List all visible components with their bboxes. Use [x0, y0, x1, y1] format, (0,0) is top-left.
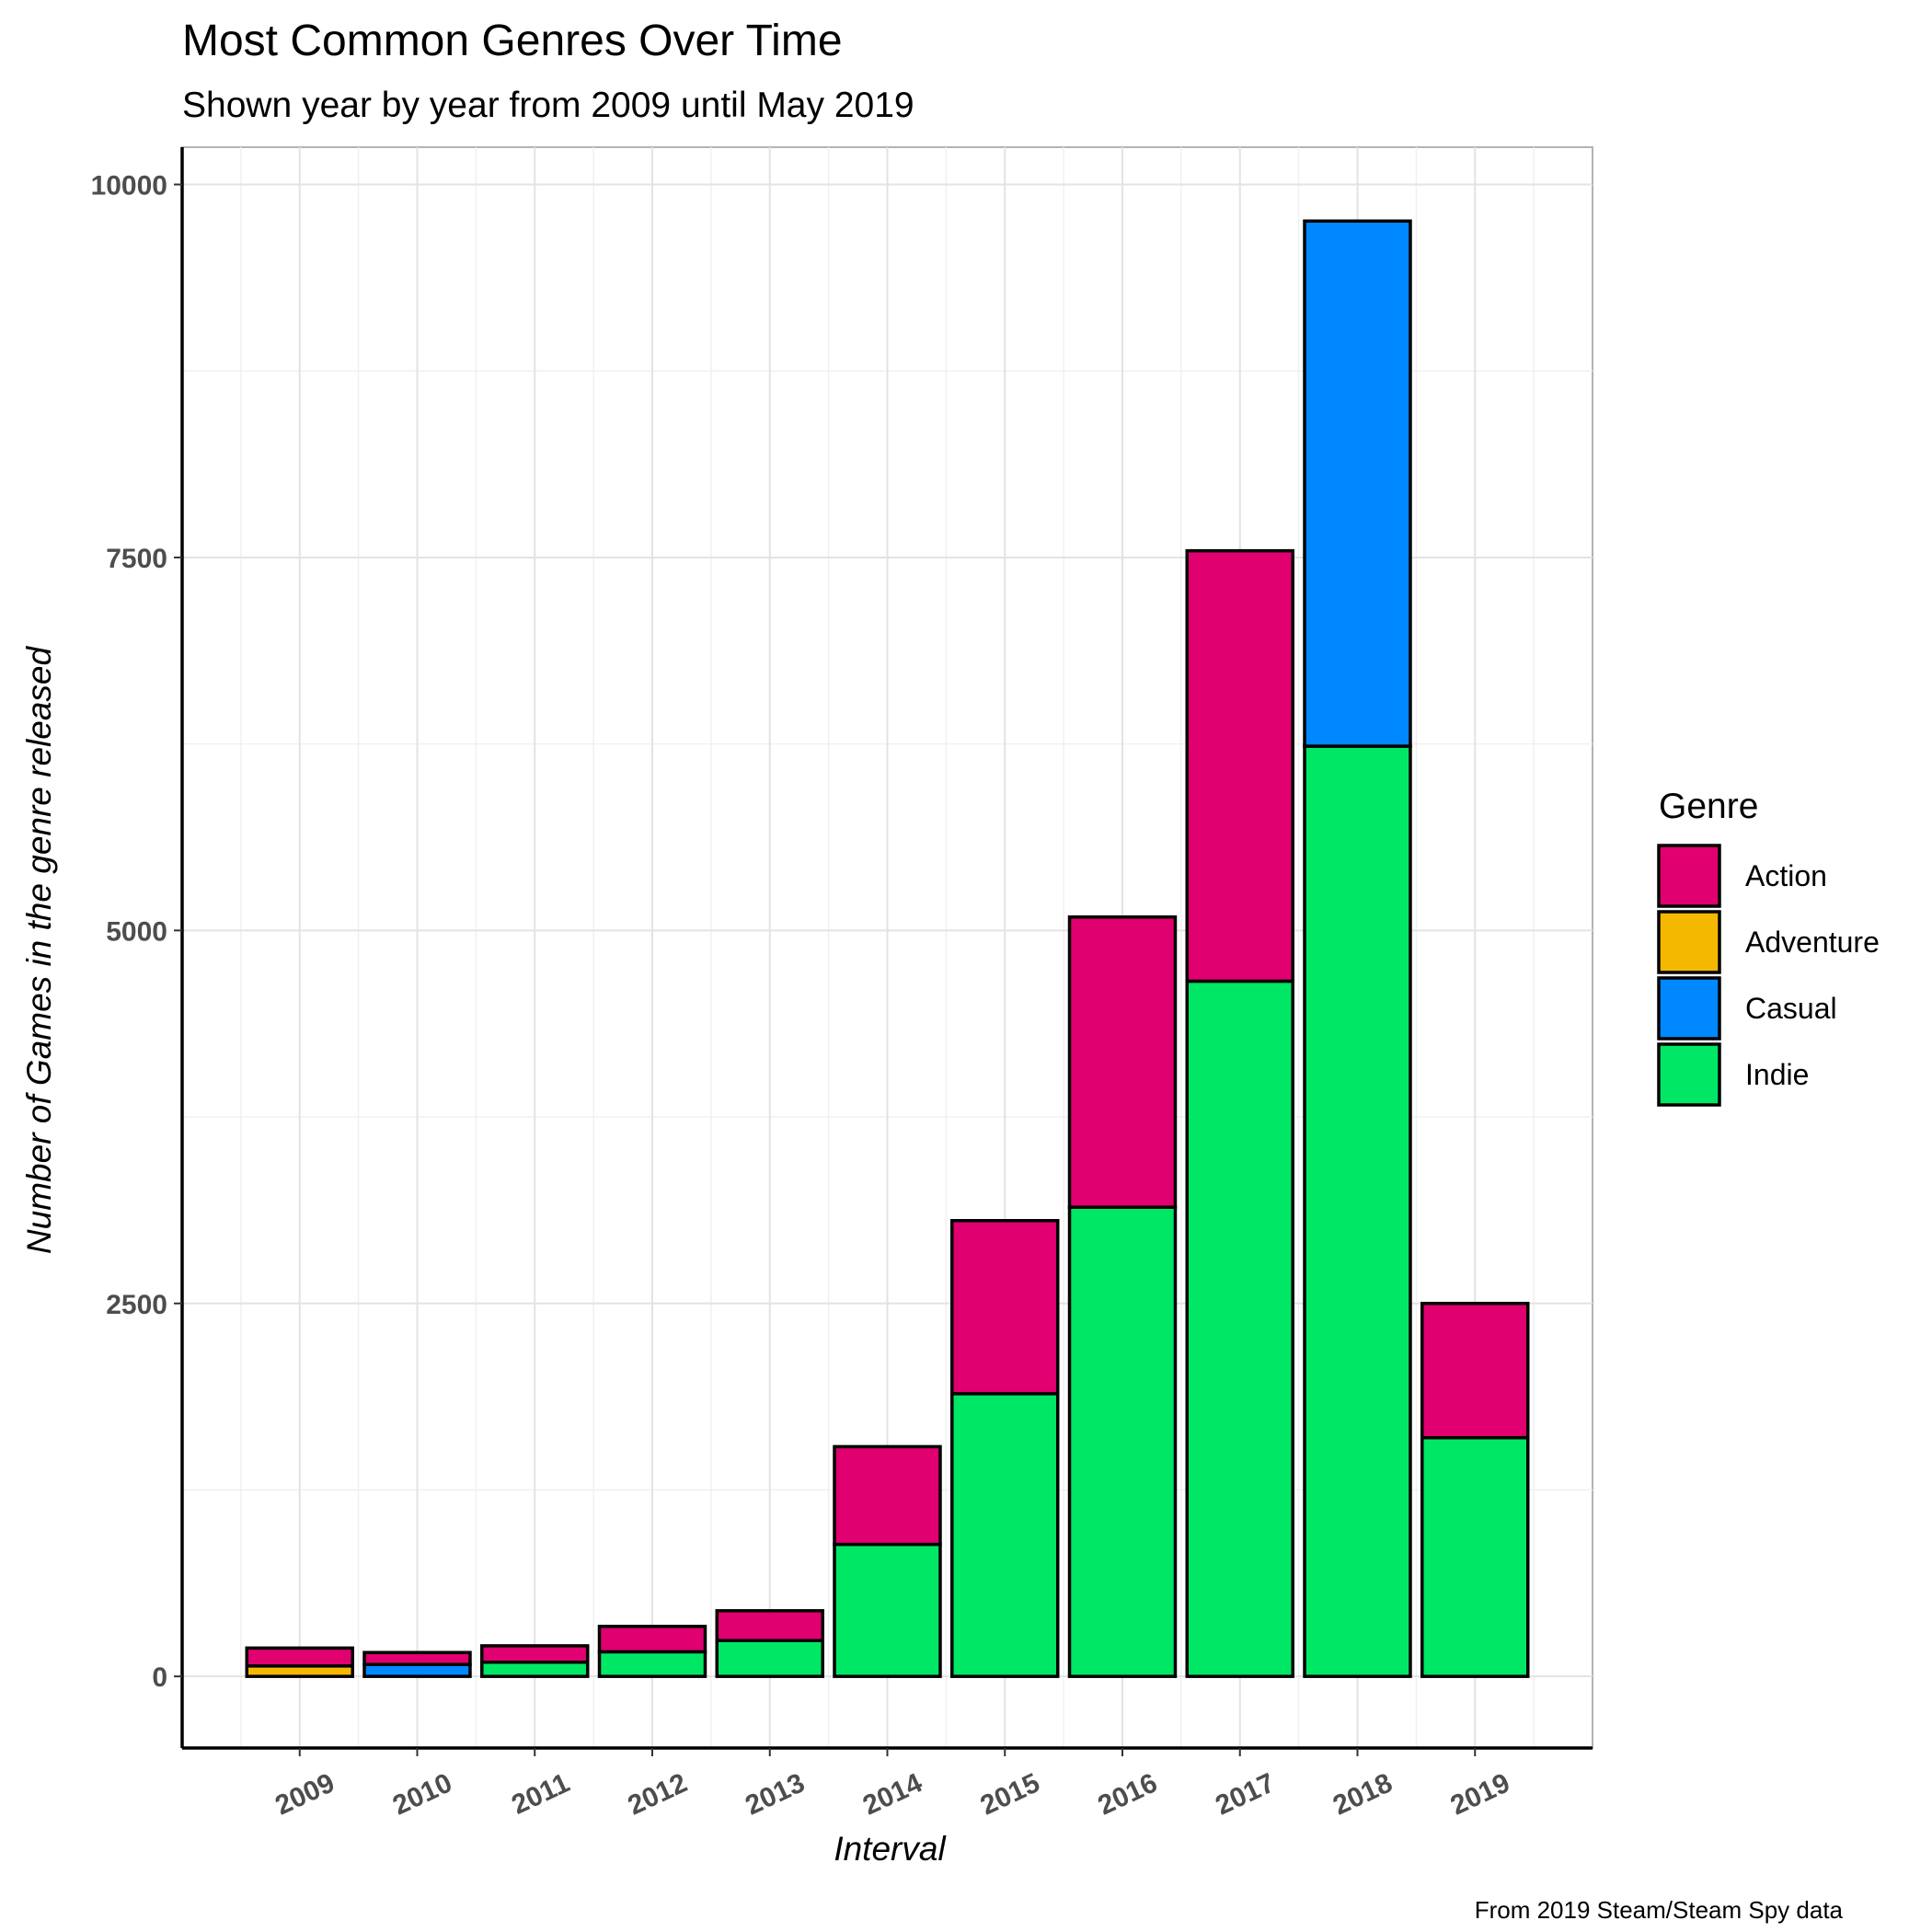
legend-key-casual	[1657, 976, 1721, 1041]
y-tick-label: 5000	[106, 916, 167, 947]
bar-indie-2013	[715, 1639, 824, 1678]
x-tick-label: 2015	[976, 1767, 1044, 1821]
bar-action-2017	[1185, 548, 1294, 983]
legend-label-action: Action	[1745, 859, 1827, 892]
x-tick-label: 2017	[1211, 1767, 1279, 1821]
bar-action-2013	[715, 1609, 824, 1642]
chart-subtitle: Shown year by year from 2009 until May 2…	[182, 86, 914, 125]
bar-action-2019	[1420, 1302, 1530, 1440]
y-axis-label: Number of Games in the genre released	[20, 645, 58, 1254]
legend-label-casual: Casual	[1745, 992, 1837, 1025]
bar-casual-2010	[362, 1662, 472, 1678]
legend-title: Genre	[1659, 787, 1758, 826]
bar-indie-2012	[597, 1650, 707, 1678]
plot-area: 0 2500 5000 7500 10000 2009 2010 2011 2012 2013 20…	[91, 146, 1593, 1822]
x-tick-label: 2011	[507, 1767, 574, 1820]
legend-key-adventure	[1657, 910, 1721, 974]
bar-indie-2018	[1303, 744, 1412, 1678]
chart-title: Most Common Genres Over Time	[182, 17, 843, 65]
chart-caption: From 2019 Steam/Steam Spy data	[1475, 1896, 1844, 1924]
bar-indie-2019	[1420, 1435, 1530, 1678]
x-tick-label: 2018	[1328, 1767, 1397, 1821]
bar-action-2010	[362, 1650, 472, 1666]
bar-action-2014	[833, 1444, 942, 1547]
bar-action-2009	[245, 1646, 354, 1668]
legend-key-action	[1657, 844, 1721, 908]
bar-action-2016	[1067, 915, 1178, 1209]
bar-action-2012	[597, 1625, 707, 1654]
x-tick-label: 2012	[624, 1767, 692, 1821]
x-tick-label: 2014	[858, 1767, 927, 1821]
x-tick-label: 2009	[270, 1767, 339, 1821]
legend-label-adventure: Adventure	[1745, 926, 1880, 959]
bar-casual-2018	[1303, 219, 1412, 748]
y-tick-label: 10000	[91, 171, 167, 201]
bar-indie-2015	[950, 1392, 1060, 1678]
y-tick-label: 7500	[106, 544, 167, 574]
y-tick-label: 0	[152, 1662, 167, 1693]
bar-action-2011	[480, 1644, 590, 1664]
legend: Genre Action Adventure Casual Indie	[1657, 787, 1880, 1107]
x-tick-label: 2016	[1094, 1767, 1162, 1821]
bar-indie-2014	[833, 1542, 942, 1678]
bar-indie-2011	[480, 1661, 590, 1678]
bar-action-2015	[950, 1219, 1060, 1396]
legend-key-indie	[1657, 1042, 1721, 1107]
x-axis-label: Interval	[834, 1830, 947, 1868]
x-tick-label: 2013	[741, 1767, 809, 1821]
x-tick-label: 2019	[1446, 1767, 1514, 1821]
bar-indie-2017	[1185, 979, 1294, 1678]
bar-indie-2016	[1067, 1205, 1178, 1678]
x-tick-label: 2010	[388, 1767, 456, 1821]
y-tick-label: 2500	[106, 1290, 167, 1320]
legend-label-indie: Indie	[1745, 1058, 1809, 1091]
